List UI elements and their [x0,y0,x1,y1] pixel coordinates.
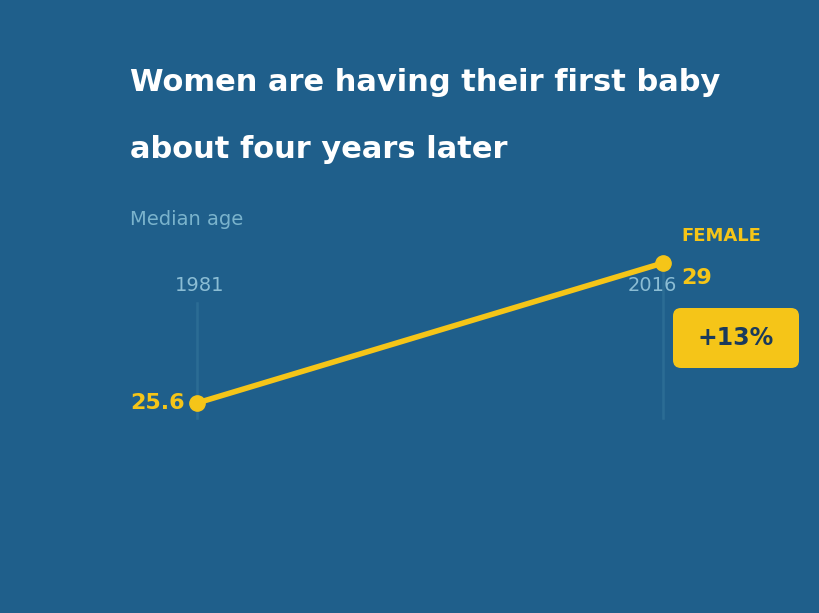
Text: about four years later: about four years later [130,135,507,164]
FancyBboxPatch shape [672,308,798,368]
Text: 25.6: 25.6 [130,393,185,413]
Text: Median age: Median age [130,210,243,229]
Text: Women are having their first baby: Women are having their first baby [130,68,720,97]
Text: FEMALE: FEMALE [680,227,760,245]
Text: 1981: 1981 [174,276,224,295]
Text: 29: 29 [680,268,711,288]
Text: +13%: +13% [697,326,773,350]
Text: 2016: 2016 [627,276,676,295]
